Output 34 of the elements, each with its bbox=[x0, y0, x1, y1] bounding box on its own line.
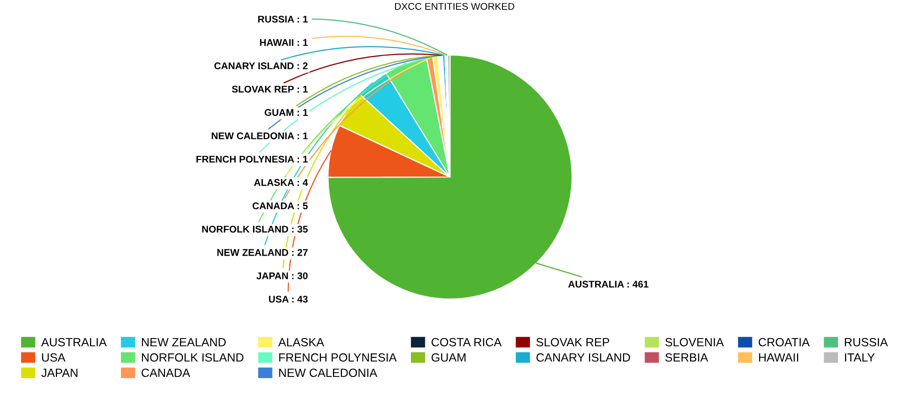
data-label: JAPAN : 30 bbox=[256, 272, 308, 280]
data-label: NEW ZEALAND : 27 bbox=[217, 249, 308, 256]
legend-label: ALASKA bbox=[278, 338, 324, 346]
data-label: HAWAII : 1 bbox=[260, 39, 308, 46]
legend-label: SERBIA bbox=[665, 353, 708, 362]
legend-label: CANADA bbox=[142, 368, 190, 377]
data-label: NORFOLK ISLAND : 35 bbox=[202, 226, 308, 233]
data-label: USA : 43 bbox=[268, 296, 308, 303]
legend-label: JAPAN bbox=[41, 368, 78, 377]
data-label: AUSTRALIA : 461 bbox=[568, 280, 648, 288]
data-label: RUSSIA : 1 bbox=[258, 16, 308, 23]
legend-label: GUAM bbox=[432, 353, 466, 362]
legend-label: COSTA RICA bbox=[432, 338, 502, 346]
legend-label: SLOVAK REP bbox=[536, 338, 610, 346]
data-label: CANARY ISLAND : 2 bbox=[214, 62, 308, 70]
legend-label: RUSSIA bbox=[844, 338, 888, 346]
legend-label: NEW CALEDONIA bbox=[279, 368, 378, 377]
data-label: SLOVAK REP : 1 bbox=[232, 86, 308, 93]
data-label: ALASKA : 4 bbox=[254, 179, 308, 186]
data-label: GUAM : 1 bbox=[264, 109, 308, 116]
legend-label: FRENCH POLYNESIA bbox=[279, 353, 397, 362]
legend-label: CANARY ISLAND bbox=[536, 353, 630, 362]
data-label: NEW CALEDONIA : 1 bbox=[212, 132, 308, 140]
legend-label: NEW ZEALAND bbox=[142, 338, 226, 346]
legend-label: USA bbox=[42, 353, 66, 362]
legend-label: ITALY bbox=[845, 353, 875, 362]
data-label: CANADA : 5 bbox=[252, 202, 308, 210]
legend-label: HAWAII bbox=[759, 353, 798, 362]
legend-label: CROATIA bbox=[758, 338, 810, 346]
legend-label: AUSTRALIA bbox=[41, 338, 107, 346]
legend-label: SLOVENIA bbox=[665, 338, 724, 346]
legend-label: NORFOLK ISLAND bbox=[142, 353, 244, 362]
chart-title: DXCC ENTITIES WORKED bbox=[395, 2, 514, 10]
data-label: FRENCH POLYNESIA : 1 bbox=[196, 156, 308, 163]
